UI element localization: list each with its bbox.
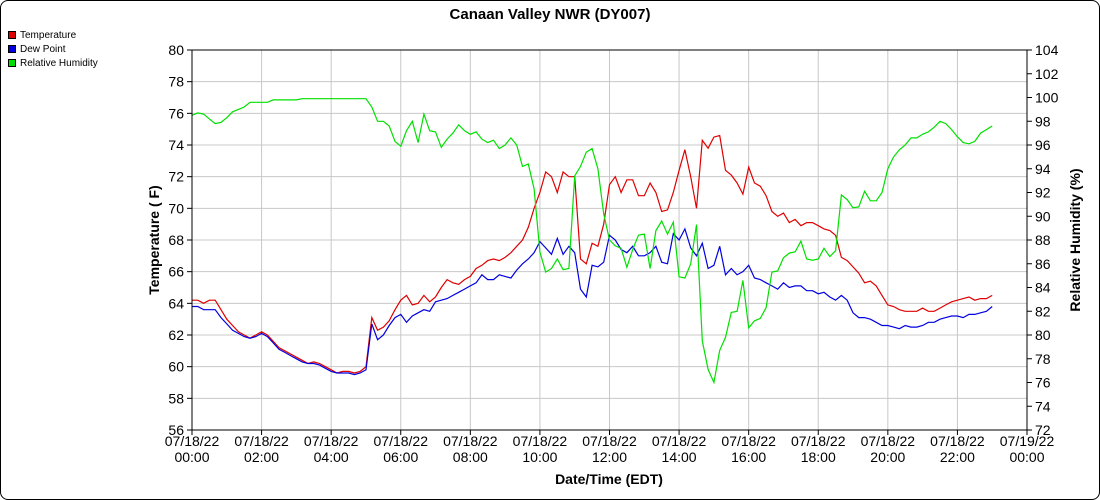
axes: 56 58 60 62 64 66 68 70 72 74 76 78 80 72 74 76 78 80 82 84… xyxy=(165,42,1059,465)
y2-axis-label: Relative Humidity (%) xyxy=(1067,168,1083,311)
y-tick-label: 72 xyxy=(168,169,184,185)
y2-tick-label: 80 xyxy=(1035,327,1051,343)
x-tick-label: 07/18/22 16:00 xyxy=(721,433,776,465)
legend-item-dew-point: Dew Point xyxy=(8,42,98,56)
y-tick-label: 62 xyxy=(168,327,184,343)
y2-tick-label: 76 xyxy=(1035,375,1051,391)
x-tick-label: 07/18/22 00:00 xyxy=(165,433,220,465)
y2-tick-label: 94 xyxy=(1035,161,1051,177)
y2-tick-label: 98 xyxy=(1035,113,1051,129)
y2-tick-label: 90 xyxy=(1035,208,1051,224)
y2-tick-label: 86 xyxy=(1035,256,1051,272)
y2-tick-label: 92 xyxy=(1035,185,1051,201)
x-tick-label: 07/18/22 04:00 xyxy=(304,433,359,465)
y-tick-label: 74 xyxy=(168,137,184,153)
legend-item-relative-humidity: Relative Humidity xyxy=(8,56,98,70)
y-tick-label: 60 xyxy=(168,359,184,375)
y2-tick-label: 96 xyxy=(1035,137,1051,153)
y2-tick-label: 82 xyxy=(1035,303,1051,319)
series-temperature xyxy=(192,134,993,374)
x-tick-label: 07/19/22 00:00 xyxy=(1000,433,1055,465)
x-tick-label: 07/18/22 22:00 xyxy=(930,433,985,465)
y2-tick-label: 78 xyxy=(1035,351,1051,367)
x-tick-label: 07/18/22 18:00 xyxy=(791,433,846,465)
y-tick-label: 78 xyxy=(168,74,184,90)
y2-tick-label: 88 xyxy=(1035,232,1051,248)
y2-tick-label: 102 xyxy=(1035,66,1059,82)
series-layer xyxy=(191,98,993,385)
chart-title: Canaan Valley NWR (DY007) xyxy=(450,6,651,23)
y-tick-label: 64 xyxy=(168,295,184,311)
legend-swatch xyxy=(8,31,16,39)
y-tick-label: 68 xyxy=(168,232,184,248)
x-axis-label: Date/Time (EDT) xyxy=(555,471,663,487)
x-tick-label: 07/18/22 06:00 xyxy=(374,433,429,465)
x-tick-label: 07/18/22 14:00 xyxy=(652,433,707,465)
legend-swatch xyxy=(8,59,16,67)
y2-tick-label: 84 xyxy=(1035,280,1051,296)
y2-tick-label: 72 xyxy=(1035,422,1051,438)
y2-tick-label: 100 xyxy=(1035,90,1059,106)
y-tick-label: 76 xyxy=(168,105,184,121)
y-axis-label: Temperature ( F) xyxy=(146,185,162,294)
series-relative-humidity xyxy=(191,98,993,385)
y2-tick-label: 74 xyxy=(1035,398,1051,414)
x-tick-label: 07/18/22 10:00 xyxy=(513,433,568,465)
y-tick-label: 66 xyxy=(168,264,184,280)
legend-label: Temperature xyxy=(20,29,77,41)
x-tick-label: 07/18/22 02:00 xyxy=(234,433,289,465)
x-tick-label: 07/18/22 12:00 xyxy=(582,433,637,465)
x-tick-label: 07/18/22 08:00 xyxy=(443,433,498,465)
y-tick-label: 56 xyxy=(168,422,184,438)
series-dew-point xyxy=(192,227,993,376)
legend-label: Relative Humidity xyxy=(20,57,98,69)
y-tick-label: 80 xyxy=(168,42,184,58)
y-tick-label: 70 xyxy=(168,200,184,216)
legend-label: Dew Point xyxy=(20,43,66,55)
y2-tick-label: 104 xyxy=(1035,42,1059,58)
y-tick-label: 58 xyxy=(168,390,184,406)
legend-swatch xyxy=(8,45,16,53)
x-tick-label: 07/18/22 20:00 xyxy=(861,433,916,465)
legend-item-temperature: Temperature xyxy=(8,28,98,42)
legend: Temperature Dew Point Relative Humidity xyxy=(8,28,98,70)
